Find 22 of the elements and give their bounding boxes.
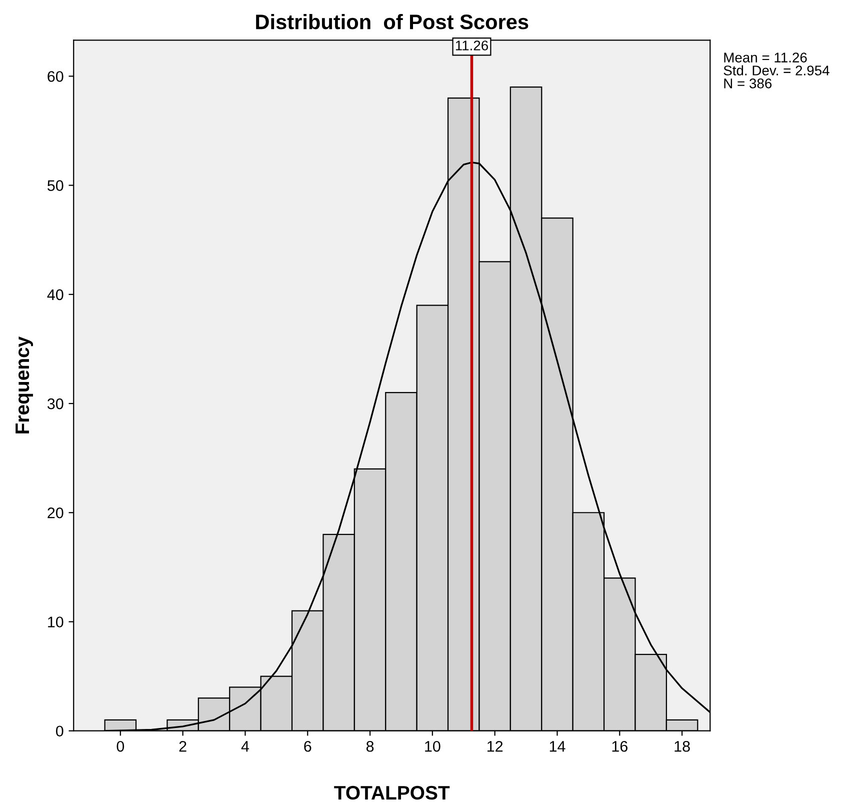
y-tick-label: 20: [48, 507, 64, 518]
y-tick-label: 10: [48, 616, 64, 628]
x-tick-label: 0: [116, 740, 124, 752]
y-tick-label: 60: [48, 71, 64, 82]
x-tick-label: 6: [304, 740, 312, 752]
x-tick-label: 14: [550, 741, 566, 752]
y-tick-label: 30: [47, 398, 64, 410]
x-tick-label: 2: [179, 740, 186, 752]
ref-line-label: 11.26: [456, 40, 488, 50]
x-tick-label: 16: [612, 740, 628, 752]
x-axis-title: TOTALPOST: [334, 786, 450, 800]
chart-title: Distribution of Post Scores: [256, 14, 528, 30]
x-tick-label: 4: [241, 741, 250, 752]
y-tick-label: 0: [56, 726, 64, 737]
y-axis-title: Frequency: [16, 336, 34, 434]
x-tick-label: 8: [366, 740, 374, 752]
y-tick-label: 40: [47, 289, 64, 300]
x-tick-label: 18: [674, 740, 690, 752]
text: Mean = 11.26 Std. Dev. = 2.954 N = 386: [724, 52, 830, 88]
x-tick-label: 12: [488, 740, 503, 752]
x-tick-label: 10: [425, 740, 440, 752]
y-tick-label: 50: [48, 180, 64, 191]
